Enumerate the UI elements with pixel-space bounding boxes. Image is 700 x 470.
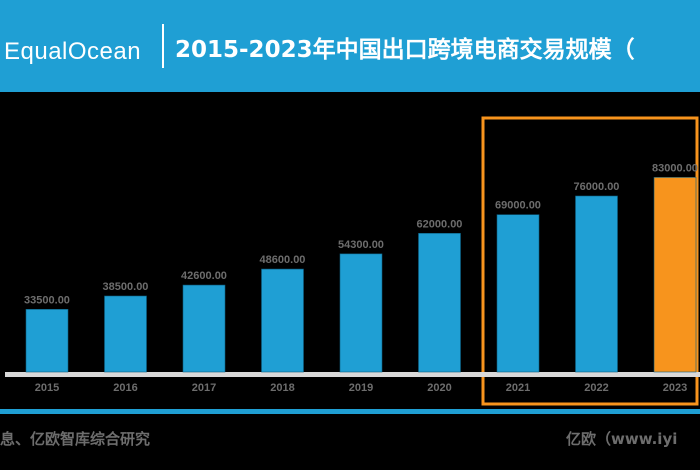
data-label-2015: 33500.00 — [24, 294, 70, 306]
bar-2017 — [182, 284, 226, 373]
copyright-note: 亿欧（www.iyi — [566, 430, 678, 448]
bar-2023 — [653, 177, 697, 373]
bar-2015 — [25, 309, 69, 373]
data-label-2022: 76000.00 — [574, 181, 620, 193]
bar-2021 — [496, 214, 540, 373]
header-divider — [162, 24, 164, 68]
bar-2019 — [339, 253, 383, 373]
highlight-box — [481, 116, 699, 406]
tick-label-2019: 2019 — [349, 382, 373, 394]
bar-chart: 33500.00 2015 38500.00 2016 42600.00 2017 4860… — [5, 116, 700, 406]
tick-label-2016: 2016 — [113, 382, 137, 394]
bar-2022 — [575, 195, 618, 373]
source-note: 息、亿欧智库综合研究 — [0, 430, 151, 448]
bar-2016 — [104, 295, 147, 373]
tick-label-2021: 2021 — [506, 382, 530, 394]
tick-label-2017: 2017 — [192, 382, 216, 394]
tick-label-2022: 2022 — [584, 382, 608, 394]
data-label-2018: 48600.00 — [260, 254, 306, 266]
tick-label-2023: 2023 — [663, 382, 687, 394]
tick-label-2020: 2020 — [427, 382, 451, 394]
bar-2020 — [418, 233, 461, 373]
data-label-2021: 69000.00 — [495, 200, 541, 212]
header-banner: EqualOcean 2015-2023年中国出口跨境电商交易规模（ — [0, 0, 700, 92]
data-label-2020: 62000.00 — [417, 218, 463, 230]
footer-divider — [0, 409, 700, 414]
tick-label-2015: 2015 — [35, 382, 59, 394]
equalocean-logo: EqualOcean — [4, 38, 142, 65]
data-label-2017: 42600.00 — [181, 270, 227, 282]
bar-2018 — [261, 268, 304, 373]
chart-title: 2015-2023年中国出口跨境电商交易规模（ — [175, 37, 635, 63]
x-axis — [5, 372, 700, 377]
data-label-2023: 83000.00 — [652, 162, 698, 174]
data-label-2016: 38500.00 — [103, 281, 149, 293]
tick-label-2018: 2018 — [270, 382, 294, 394]
data-label-2019: 54300.00 — [338, 239, 384, 251]
